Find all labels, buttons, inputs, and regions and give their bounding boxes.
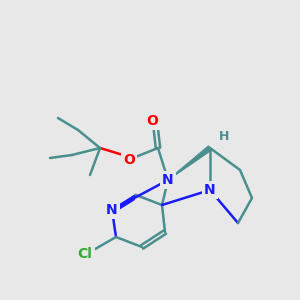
Text: O: O <box>146 114 158 128</box>
Text: N: N <box>204 183 216 197</box>
Text: N: N <box>162 173 174 187</box>
Text: N: N <box>106 203 118 217</box>
Text: O: O <box>123 153 135 167</box>
Text: H: H <box>219 130 229 142</box>
Polygon shape <box>168 146 212 180</box>
Text: Cl: Cl <box>78 247 92 261</box>
